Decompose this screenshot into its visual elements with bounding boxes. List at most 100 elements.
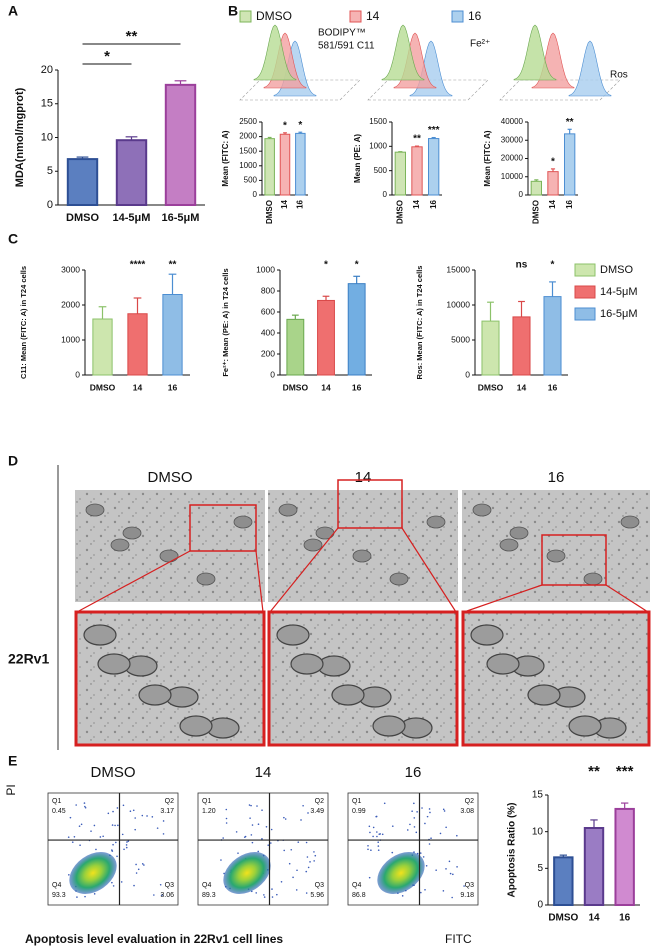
x-tick-label: DMSO [283,382,309,392]
legend-label: 14 [366,9,380,23]
bar [614,807,635,907]
dot [456,866,458,868]
dot [256,805,258,807]
y-tick-label: 20 [41,64,53,76]
dot [284,818,287,820]
x-tick-label: DMSO [265,200,274,224]
dot [126,841,128,843]
dot [381,833,384,836]
bar [481,320,500,376]
significance: ** [413,134,421,145]
x-tick-label: DMSO [395,200,404,224]
dot [257,850,260,853]
dot [121,833,124,836]
quadrant-name: Q1 [352,798,361,805]
quadrant-name: Q2 [165,798,174,805]
significance: * [551,157,555,168]
significance: *** [616,763,634,780]
y-tick-label: 1500 [369,117,387,126]
organelle [233,515,253,529]
quadrant-value: 1.20 [202,808,216,815]
dot [250,804,252,807]
quadrant-name: Q4 [52,882,61,889]
y-tick-label: 15000 [446,264,470,274]
dot [156,827,159,829]
dot [428,808,431,810]
bar [66,158,99,207]
dot [307,812,309,814]
bar [286,318,305,376]
dot [84,805,86,808]
dot [153,894,155,896]
mitochondrion [179,715,213,737]
quadrant-value: 93.3 [52,892,66,899]
y-tick-label: 5 [47,165,53,177]
bar [127,313,148,376]
dot [162,820,165,822]
dot [307,866,310,869]
dot [276,893,278,896]
dot [413,851,415,853]
dot [125,846,128,849]
bar [115,139,148,206]
x-tick-label: 16 [565,199,574,208]
dot [409,823,411,826]
y-tick-label: 10000 [501,172,524,181]
dot [463,885,465,887]
dot [375,815,377,818]
significance: ns [516,260,528,271]
dot [249,817,251,819]
organelle [352,549,372,563]
y-axis-label: Fe²⁺: Mean (PE: A) in T24 cells [221,268,230,376]
y-tick-label: 10 [41,131,53,143]
dot [297,841,300,843]
organelle [389,572,409,586]
dot [75,804,77,806]
dot [445,868,447,870]
column-title: 14 [355,469,372,486]
dot [146,815,148,817]
dot [99,836,102,838]
dot [263,896,266,898]
dot [80,823,83,826]
y-tick-label: 800 [261,285,275,295]
y-tick-label: 0 [383,190,388,199]
x-axis-label: FITC [445,932,472,946]
dot [135,863,137,866]
dot [261,838,263,840]
dot [376,831,378,833]
x-tick-label: 14 [280,199,289,208]
dot [391,825,394,827]
dot [255,892,258,894]
dot [270,842,272,844]
dot [270,828,273,831]
x-tick-label: 14 [548,199,557,208]
mitochondrion [331,684,365,706]
quadrant-value: 86.8 [352,892,366,899]
quadrant-value: 9.18 [460,892,474,899]
dot [377,845,380,847]
x-tick-label: 16 [619,913,631,924]
dot [134,817,136,819]
dot [251,841,254,844]
dot [137,868,140,871]
dot [416,811,418,813]
quadrant-value: 89.3 [202,892,216,899]
dot [424,822,426,825]
dot [267,844,270,846]
x-tick-label: DMSO [90,382,116,392]
zoom-line [255,550,264,613]
significance: * [324,260,328,271]
dot [225,822,228,824]
dot [112,843,114,846]
micrograph [462,490,650,602]
dot [261,809,263,811]
y-tick-label: 15 [41,98,53,110]
histogram-pane [367,79,489,101]
dot [420,891,422,894]
dot [401,895,404,897]
y-tick-label: 0 [519,190,524,199]
dot [237,852,239,854]
dot [95,848,97,851]
dot [84,806,87,809]
